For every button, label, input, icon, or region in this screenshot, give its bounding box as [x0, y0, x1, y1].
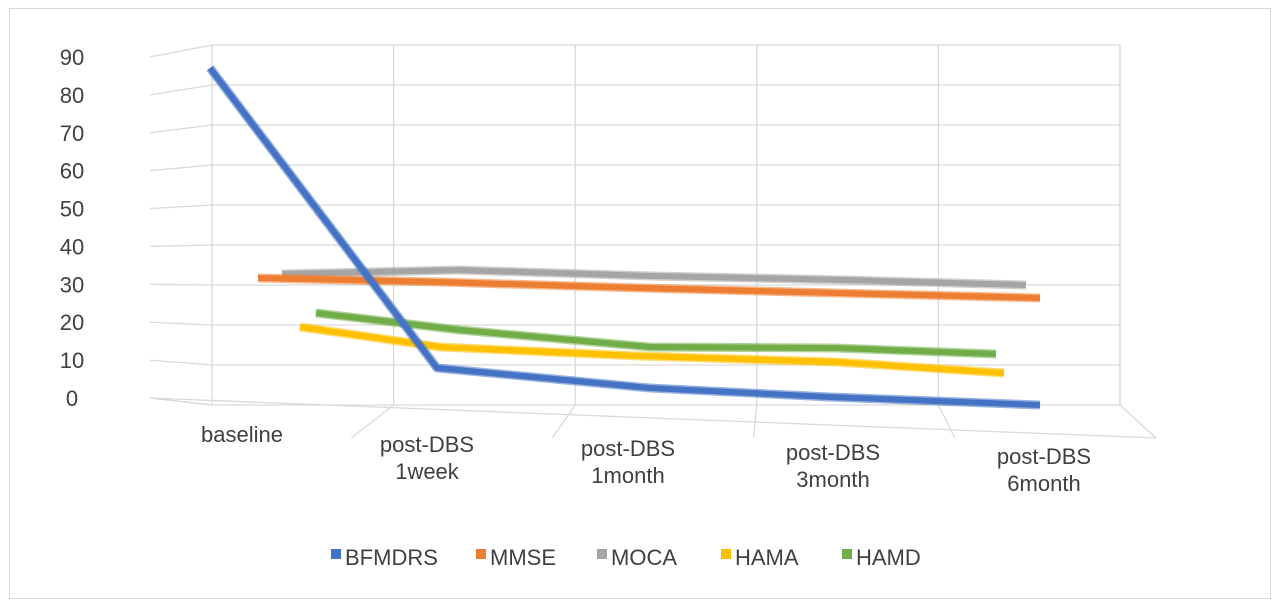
- legend-swatch-hama: [721, 549, 731, 559]
- y-tick-label: 20: [60, 310, 84, 335]
- gridline-side: [149, 164, 213, 172]
- legend-label-hamd: HAMD: [856, 545, 921, 570]
- legend-swatch-moca: [597, 549, 607, 559]
- y-tick-label: 10: [60, 348, 84, 373]
- x-category-label: post-DBS: [581, 436, 675, 461]
- gridline-side: [149, 244, 213, 248]
- floor-gridline: [937, 404, 956, 439]
- gridline-side: [149, 124, 213, 134]
- gridline-side: [149, 204, 213, 210]
- gridline-side: [149, 321, 213, 326]
- y-tick-label: 0: [66, 386, 78, 411]
- gridline-side: [149, 84, 213, 96]
- x-category-label: post-DBS: [997, 444, 1091, 469]
- legend-label-bfmdrs: BFMDRS: [345, 545, 438, 570]
- x-category-label: 6month: [1007, 471, 1080, 496]
- floor-front-edge: [149, 397, 1157, 439]
- gridline-side: [149, 283, 213, 286]
- floor-gridline: [350, 404, 394, 439]
- gridline-side: [149, 359, 213, 366]
- y-tick-label: 90: [60, 45, 84, 70]
- legend-swatch-mmse: [476, 549, 486, 559]
- chart-frame: [9, 8, 1271, 599]
- x-category-label: baseline: [201, 422, 283, 447]
- x-category-label: 3month: [796, 467, 869, 492]
- x-category-label: post-DBS: [380, 432, 474, 457]
- legend-label-mmse: MMSE: [490, 545, 556, 570]
- y-tick-label: 40: [60, 234, 84, 259]
- legend-swatch-bfmdrs: [331, 549, 341, 559]
- y-tick-label: 60: [60, 159, 84, 184]
- x-category-label: 1week: [395, 459, 460, 484]
- y-tick-label: 30: [60, 272, 84, 297]
- x-category-label: 1month: [591, 463, 664, 488]
- floor-gridline: [551, 404, 576, 439]
- legend-swatch-hamd: [842, 549, 852, 559]
- y-tick-label: 50: [60, 197, 84, 222]
- y-tick-label: 80: [60, 83, 84, 108]
- floor-gridline: [149, 397, 213, 406]
- x-category-label: post-DBS: [786, 440, 880, 465]
- legend-label-moca: MOCA: [611, 545, 677, 570]
- floor-gridline: [1119, 404, 1157, 439]
- y-tick-label: 70: [60, 121, 84, 146]
- legend-label-hama: HAMA: [735, 545, 799, 570]
- gridline-side: [149, 44, 213, 58]
